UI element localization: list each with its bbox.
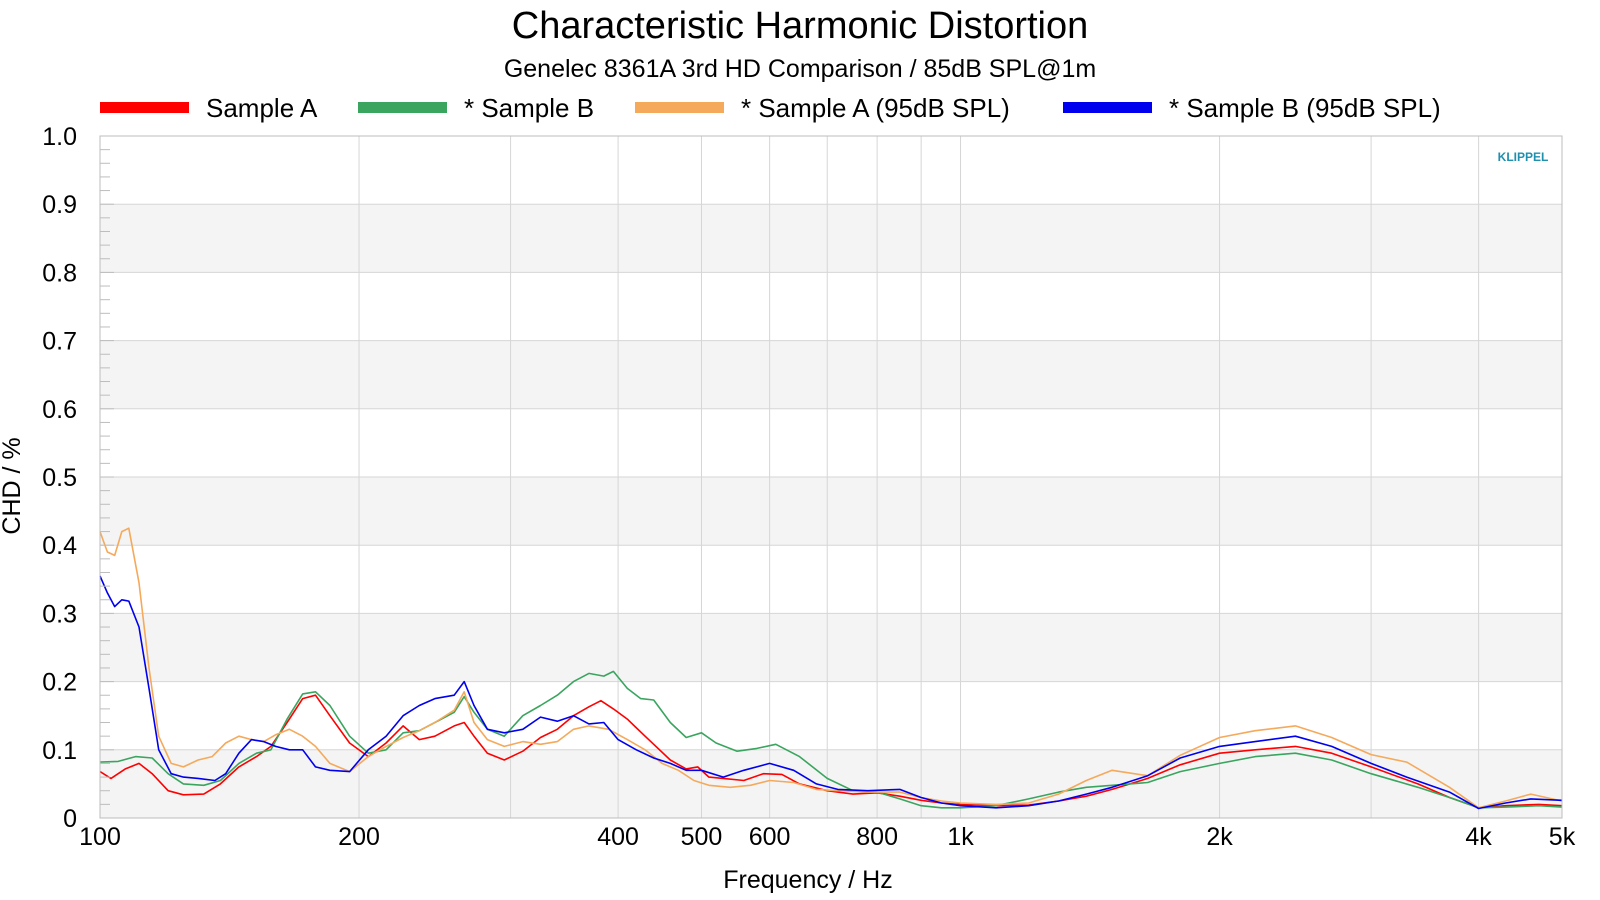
x-tick-label: 500 (681, 823, 723, 851)
series-line-2 (99, 670, 1563, 809)
x-tick-label: 600 (749, 823, 791, 851)
x-tick-label: 100 (79, 823, 121, 851)
x-axis-label: Frequency / Hz (723, 866, 893, 894)
legend: Sample A * Sample B * Sample A (95dB SPL) *… (100, 93, 1441, 123)
grid-band (100, 477, 1562, 546)
series-line-4 (99, 575, 1563, 810)
chart-subtitle: Genelec 8361A 3rd HD Comparison / 85dB S… (504, 55, 1096, 83)
x-tick-label: 5k (1549, 823, 1576, 851)
chart-title: Characteristic Harmonic Distortion (512, 5, 1089, 47)
y-tick-label: 0.6 (42, 396, 77, 424)
y-tick-label: 0.4 (42, 532, 77, 560)
y-tick-label: 0.7 (42, 328, 77, 356)
legend-swatch-3 (635, 102, 724, 113)
legend-swatch-4 (1063, 102, 1152, 113)
x-tick-label: 4k (1465, 823, 1492, 851)
x-tick-label: 1k (947, 823, 974, 851)
x-tick-label: 2k (1206, 823, 1233, 851)
y-tick-label: 0.5 (42, 464, 77, 492)
grid-band (100, 340, 1562, 409)
grid-band (100, 613, 1562, 682)
legend-swatch-1 (100, 102, 189, 113)
y-tick-label: 0 (63, 805, 77, 833)
y-axis-label: CHD / % (0, 437, 26, 534)
legend-label-4: * Sample B (95dB SPL) (1169, 93, 1441, 123)
y-tick-label: 0.2 (42, 669, 77, 697)
x-tick-label: 400 (597, 823, 639, 851)
legend-label-1: Sample A (206, 93, 318, 123)
y-tick-label: 0.8 (42, 259, 77, 287)
axis-ticks: 0 0.1 0.2 0.3 0.4 0.5 0.6 0.7 0.8 0.9 1.0 100 200 400… (42, 123, 1575, 851)
x-tick-label: 200 (338, 823, 380, 851)
y-tick-label: 0.1 (42, 737, 77, 765)
series-lines (99, 527, 1563, 810)
grid (99, 135, 1563, 819)
legend-label-3: * Sample A (95dB SPL) (741, 93, 1010, 123)
y-tick-label: 0.9 (42, 191, 77, 219)
y-tick-label: 0.3 (42, 600, 77, 628)
legend-swatch-2 (358, 102, 447, 113)
watermark-logo: KLIPPEL (1498, 150, 1549, 164)
grid-band (100, 749, 1562, 818)
legend-label-2: * Sample B (464, 93, 594, 123)
x-tick-label: 800 (856, 823, 898, 851)
grid-band (100, 204, 1562, 273)
y-tick-label: 1.0 (42, 123, 77, 151)
